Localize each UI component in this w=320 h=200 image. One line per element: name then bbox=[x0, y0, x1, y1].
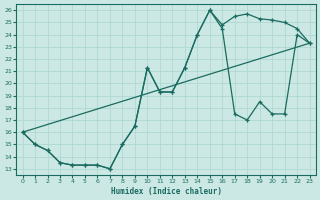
X-axis label: Humidex (Indice chaleur): Humidex (Indice chaleur) bbox=[111, 187, 221, 196]
